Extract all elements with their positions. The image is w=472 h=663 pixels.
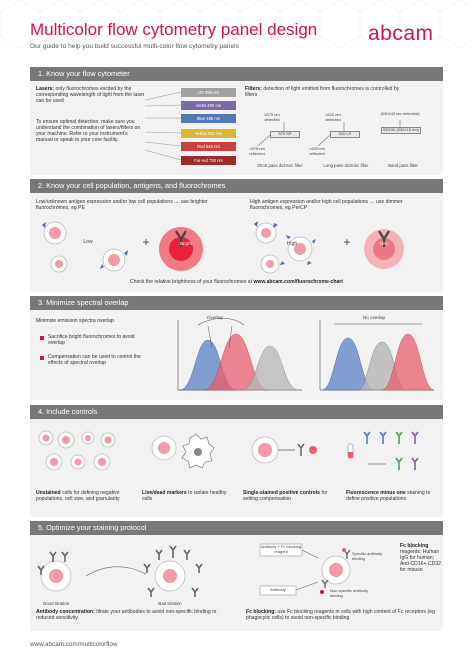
- filter1-top: ≤575 nm detected: [264, 112, 280, 122]
- filter2-caption: Long pass dichroic filter: [323, 163, 369, 168]
- fc-label-antibody-blocking: Antibody + Fc blocking reagent: [260, 544, 302, 554]
- titration-illustration: [37, 545, 203, 597]
- high-label: High: [286, 241, 298, 247]
- no-overlap-label: No overlap: [362, 315, 386, 320]
- page-title: Multicolor flow cytometry panel design: [30, 20, 318, 39]
- bullet-marker-1: [40, 336, 44, 340]
- single-stained-cells-illustration: [251, 436, 317, 464]
- filter2-top: ≥520 nm detected: [325, 112, 341, 122]
- filter3-top: (530±40 nm detected): [380, 111, 420, 116]
- filter2-box: 520 LP: [330, 131, 360, 138]
- lasers-text: only fluorochromes excited by the corres…: [36, 86, 145, 105]
- laser-uv: UV 355 nm: [181, 88, 236, 97]
- section-1-title: 1. Know your flow cytometer: [30, 67, 443, 81]
- spectra-heading: Minimize emission spectra overlap: [36, 318, 114, 324]
- plus-right: +: [343, 235, 351, 249]
- filters-text: detection of light emitted from fluoroch…: [245, 86, 400, 99]
- filter1-box: 575 SP: [270, 131, 300, 138]
- bullet-marker-2: [40, 356, 44, 360]
- overlap-spectra-plot: [177, 317, 302, 391]
- bullet-compensation: Compensation can be used to control the …: [48, 354, 141, 367]
- control-fmo: Fluorescence minus one staining to defin…: [346, 490, 431, 503]
- specific-binding-label: Specific antibody binding: [352, 551, 383, 561]
- section-5: 5. Optimize your staining protocol: [30, 521, 443, 631]
- laser-blue: Blue 488 nm: [181, 114, 236, 123]
- lasers-description: Lasers: only fluorochromes excited by th…: [36, 86, 154, 104]
- section-2-title: 2. Know your cell population, antigens, …: [30, 179, 443, 193]
- bad-titration-label: Bad titration: [158, 601, 182, 606]
- low-expression-text: Low/unknown antigen expression and/or lo…: [36, 199, 208, 212]
- fluorochrome-chart-link[interactable]: www.abcam.com/fluorochrome-chart: [253, 279, 343, 285]
- filter1-caption: Short pass dichroic filter: [257, 163, 303, 168]
- fc-label-antibody: Antibody: [270, 587, 286, 592]
- laser-violet: Violet 405 nm: [181, 101, 236, 110]
- section-3-title: 3. Minimize spectral overlap: [30, 296, 443, 310]
- filters-description: Filters: detection of light emitted from…: [245, 86, 405, 98]
- nonspecific-binding-label: Non-specific antibody binding: [330, 588, 369, 598]
- antibody-concentration-text: Antibody concentration: titrate your ant…: [36, 609, 217, 622]
- no-overlap-spectra-plot: [319, 320, 435, 391]
- laser-red: Red 640 nm: [181, 142, 236, 151]
- laser-yellow: Yellow 561 nm: [181, 129, 236, 138]
- fmo-illustration: [347, 431, 419, 470]
- filter1-side: >575 nm reflected: [249, 146, 265, 156]
- dim-label: Dim: [380, 241, 388, 246]
- low-expression-illustration: [42, 221, 203, 273]
- filter3-box: 530/30 (530±15 nm): [381, 127, 421, 134]
- section-5-title: 5. Optimize your staining protocol: [30, 521, 443, 535]
- control-single-stained: Single-stained positive controls for set…: [243, 490, 328, 503]
- section-4-title: 4. Include controls: [30, 405, 443, 419]
- fc-blocking-note: Fc blocking reagents: Human IgG for huma…: [400, 543, 441, 574]
- lasers-label: Lasers:: [36, 86, 55, 92]
- section-1: 1. Know your flow cytometer: [30, 67, 443, 175]
- control-unstained: Unstained cells for defining negative po…: [36, 490, 120, 503]
- live-dead-cells-illustration: [151, 433, 215, 469]
- control-live-dead: Live/dead markers to isolate healthy cel…: [142, 490, 227, 503]
- laser-beams: [144, 91, 182, 161]
- filter3-caption: Band pass filter: [388, 163, 418, 168]
- low-label: Low: [83, 239, 93, 245]
- bright-label: Bright: [180, 241, 192, 246]
- good-titration-label: Good titration: [42, 601, 70, 606]
- high-expression-illustration: [254, 221, 404, 274]
- plus-left: +: [142, 235, 150, 249]
- bullet-sacrifice: Sacrifice bright fluorochromes to avoid …: [48, 334, 135, 347]
- filter-arrows: [257, 120, 401, 147]
- fc-blocking-text: Fc blocking: use Fc blocking reagents in…: [246, 609, 435, 622]
- brightness-chart-note: Check the relative brightness of your fl…: [130, 279, 343, 285]
- optimal-detection-text: To ensure optimal detection, make sure y…: [36, 119, 141, 144]
- filter2-side: <520 nm reflected: [309, 146, 325, 156]
- abcam-logo: abcam: [368, 22, 434, 45]
- filters-label: Filters:: [245, 86, 262, 92]
- high-expression-text: High antigen expression and/or high cell…: [250, 199, 403, 212]
- unstained-cells-illustration: [38, 430, 116, 471]
- footer-link[interactable]: www.abcam.com/multicolorflow: [30, 641, 118, 648]
- page-subtitle: Our guide to help you build successful m…: [30, 43, 239, 50]
- laser-far-red: Far-red 730 nm: [181, 156, 236, 165]
- fc-blocking-illustration: [259, 543, 351, 596]
- overlap-label: Overlap: [206, 315, 224, 320]
